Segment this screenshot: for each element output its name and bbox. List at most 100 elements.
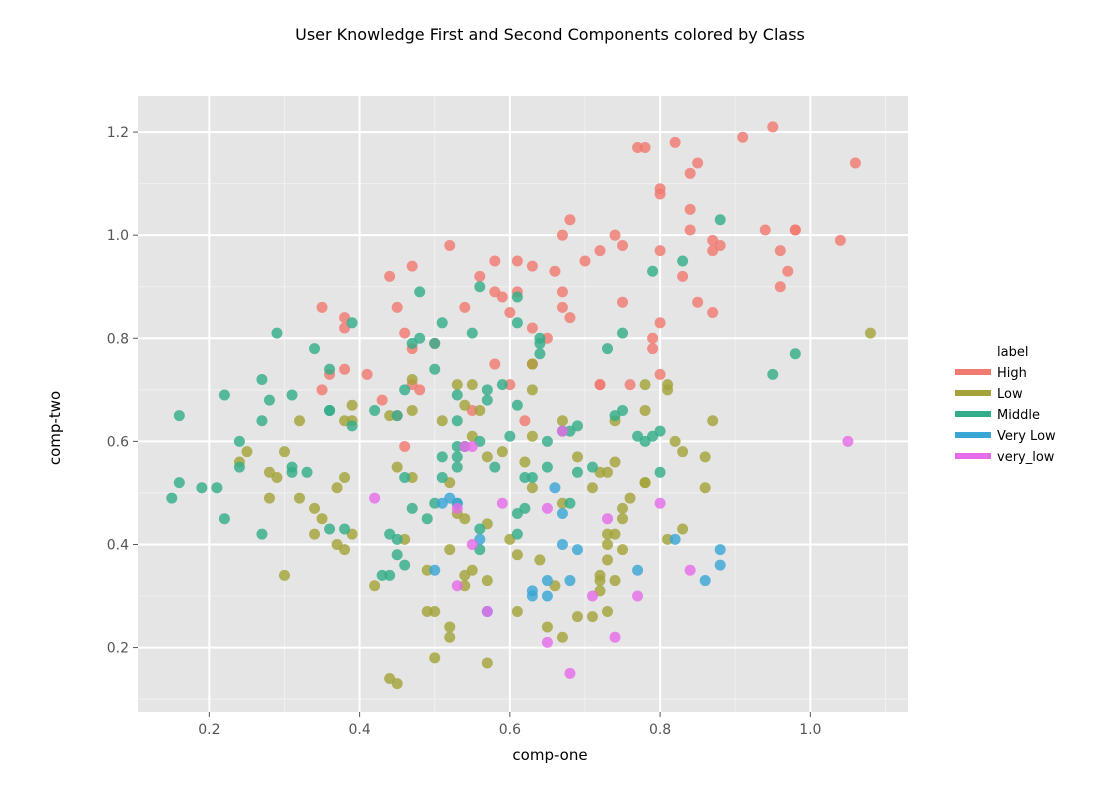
data-point-middle [166, 492, 178, 504]
data-point-high [444, 239, 456, 251]
data-point-middle [586, 461, 598, 473]
data-point-very-low [451, 502, 463, 514]
data-point-low [586, 482, 598, 494]
legend-label: Middle [997, 408, 1040, 423]
y-tick-label: 0.2 [107, 641, 129, 657]
data-point-high [647, 343, 659, 355]
data-point-low [444, 544, 456, 556]
data-point-very-low [436, 497, 448, 509]
data-point-middle [451, 389, 463, 401]
x-tick-label: 1.0 [799, 722, 821, 738]
data-point-middle [399, 384, 411, 396]
legend-swatch [955, 390, 991, 396]
data-point-middle [406, 502, 418, 514]
data-point-low [526, 430, 538, 442]
data-point-high [564, 312, 576, 324]
data-point-low [556, 631, 568, 643]
data-point-middle [602, 343, 614, 355]
data-point-high [556, 301, 568, 313]
data-point-high [707, 245, 719, 257]
data-point-high [489, 255, 501, 267]
data-point-middle [617, 327, 629, 339]
data-point-middle [233, 461, 245, 473]
data-point-middle [496, 379, 508, 391]
data-point-low [406, 374, 418, 386]
data-point-middle [526, 471, 538, 483]
data-point-high [316, 301, 328, 313]
data-point-low [346, 399, 358, 411]
data-point-very-low [564, 575, 576, 587]
data-point-middle [286, 466, 298, 478]
data-point-high [384, 270, 396, 282]
data-point-low [639, 477, 651, 489]
data-point-low [278, 569, 290, 581]
data-point-very-low [571, 544, 583, 556]
data-point-low [677, 446, 689, 458]
data-point-very-low [669, 533, 681, 545]
data-point-low [707, 415, 719, 427]
data-point-middle [564, 497, 576, 509]
legend: label High Low Middle Very Low very_low [955, 345, 1056, 465]
legend-title: label [997, 345, 1028, 360]
data-point-low [541, 621, 553, 633]
data-point-low [699, 482, 711, 494]
data-point-very-low [369, 492, 381, 504]
data-point-very-low [564, 667, 576, 679]
data-point-high [406, 260, 418, 272]
data-point-high [414, 384, 426, 396]
data-point-very-low [466, 538, 478, 550]
data-point-low [617, 544, 629, 556]
data-point-low [263, 492, 275, 504]
data-point-middle [451, 415, 463, 427]
data-point-high [624, 379, 636, 391]
data-point-middle [654, 466, 666, 478]
data-point-high [617, 239, 629, 251]
data-point-middle [489, 461, 501, 473]
data-point-high [316, 384, 328, 396]
data-point-low [369, 580, 381, 592]
data-point-low [496, 446, 508, 458]
data-point-middle [541, 435, 553, 447]
data-point-high [399, 441, 411, 453]
data-point-middle [429, 337, 441, 349]
data-point-low [571, 451, 583, 463]
data-point-high [774, 281, 786, 293]
data-point-very-low [602, 513, 614, 525]
data-point-middle [271, 327, 283, 339]
data-point-low [699, 451, 711, 463]
data-point-middle [504, 430, 516, 442]
data-point-middle [534, 337, 546, 349]
data-point-middle [301, 466, 313, 478]
data-point-low [609, 528, 621, 540]
data-point-high [684, 224, 696, 236]
data-point-very-low [632, 564, 644, 576]
data-point-low [526, 358, 538, 370]
data-point-high [774, 245, 786, 257]
data-point-low [316, 513, 328, 525]
data-point-low [617, 502, 629, 514]
data-point-low [602, 554, 614, 566]
major-gridlines [138, 96, 908, 712]
data-point-high [684, 203, 696, 215]
data-point-middle [196, 482, 208, 494]
data-point-middle [406, 337, 418, 349]
data-point-low [519, 456, 531, 468]
y-tick-label: 1.2 [107, 125, 129, 141]
x-tick-label: 0.6 [499, 722, 521, 738]
data-point-very-low [654, 497, 666, 509]
y-tick-label: 0.6 [107, 434, 129, 450]
data-point-high [647, 332, 659, 344]
data-point-low [639, 404, 651, 416]
data-point-high [684, 167, 696, 179]
data-point-low [624, 492, 636, 504]
data-point-high [707, 307, 719, 319]
data-point-very-low [556, 538, 568, 550]
data-point-middle [511, 291, 523, 303]
data-point-high [849, 157, 861, 169]
data-point-high [737, 131, 749, 143]
data-point-middle [511, 528, 523, 540]
axis-ticks [133, 131, 811, 717]
data-point-middle [511, 399, 523, 411]
data-point-low [609, 456, 621, 468]
data-point-middle [481, 384, 493, 396]
